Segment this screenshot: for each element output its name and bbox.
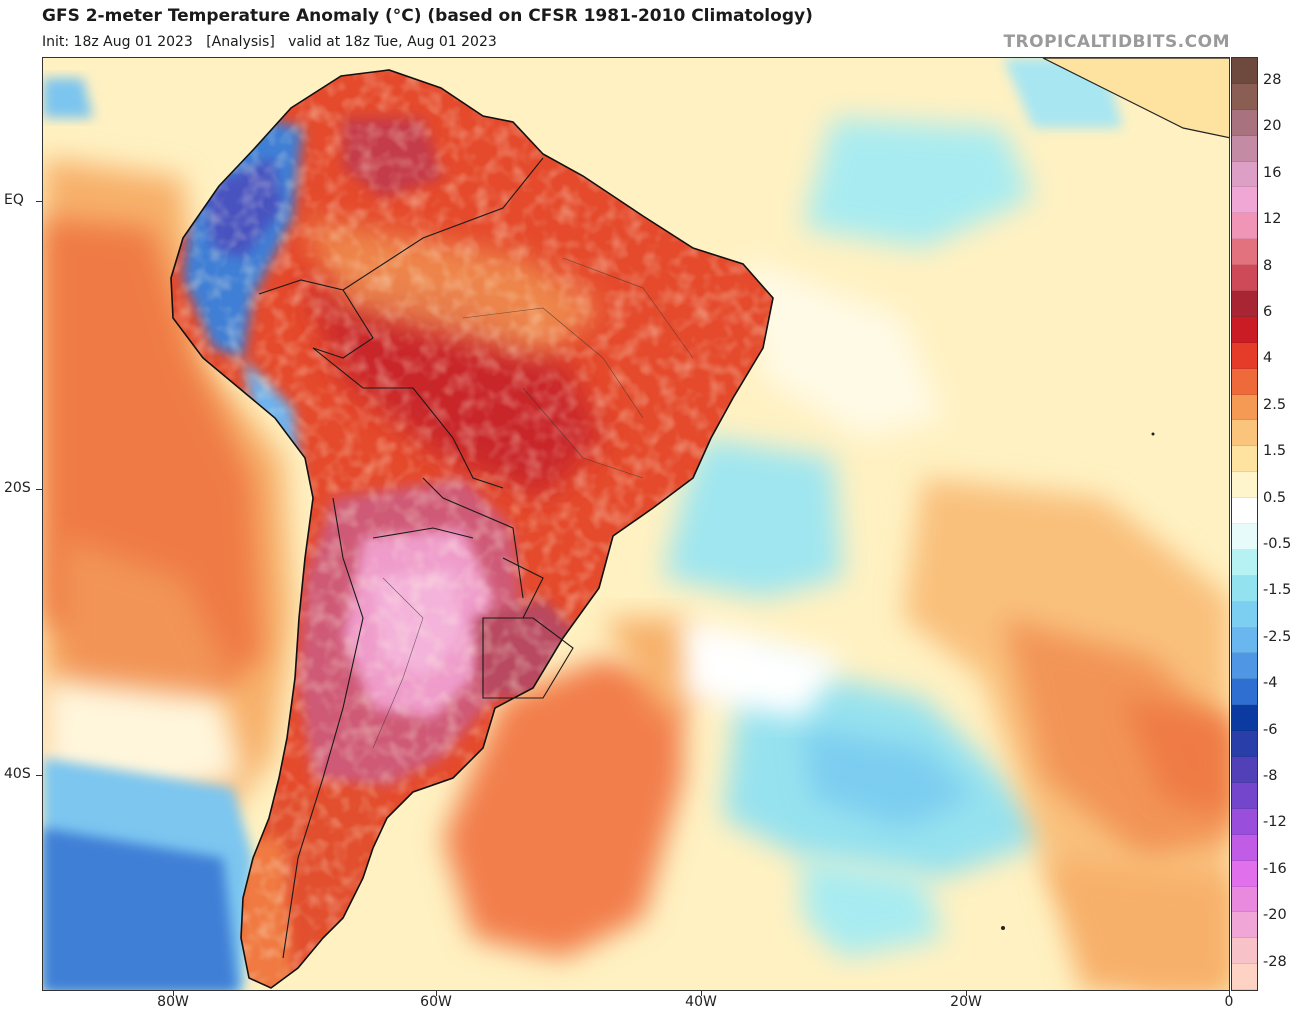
lon-tick-20w (966, 991, 967, 996)
colorbar-segment (1232, 342, 1257, 369)
colorbar-segment (1232, 239, 1257, 266)
colorbar-segment (1232, 291, 1257, 317)
lon-tick-60w (436, 991, 437, 996)
lon-label-40w: 40W (685, 994, 717, 1010)
lon-label-20w: 20W (950, 994, 982, 1010)
colorbar-segment (1232, 394, 1257, 421)
colorbar-segment (1232, 653, 1257, 680)
colorbar-segment (1232, 368, 1257, 395)
anomaly-map[interactable] (42, 57, 1230, 991)
colorbar-label: -12 (1263, 814, 1287, 831)
lat-label-40s: 40S (4, 766, 31, 782)
colorbar-label: 0.5 (1263, 489, 1287, 506)
colorbar-segment (1232, 83, 1257, 110)
colorbar-label: 16 (1263, 164, 1282, 181)
colorbar-segment (1232, 549, 1257, 576)
colorbar (1231, 57, 1258, 991)
colorbar-segment (1232, 731, 1257, 758)
credit-watermark: TROPICALTIDBITS.COM (1003, 32, 1230, 52)
colorbar-segment (1232, 420, 1257, 447)
lon-label-60w: 60W (420, 994, 452, 1010)
colorbar-label: 1.5 (1263, 443, 1287, 460)
colorbar-segment (1232, 58, 1257, 84)
colorbar-label: -2.5 (1263, 628, 1292, 645)
colorbar-label: -4 (1263, 675, 1278, 692)
colorbar-segment (1232, 109, 1257, 136)
lat-label-20s: 20S (4, 480, 31, 496)
colorbar-segment (1232, 782, 1257, 809)
colorbar-segment (1232, 627, 1257, 654)
colorbar-label: -16 (1263, 860, 1287, 877)
colorbar-segment (1232, 757, 1257, 783)
colorbar-segment (1232, 187, 1257, 214)
colorbar-label: 8 (1263, 257, 1273, 274)
colorbar-segment (1232, 265, 1257, 292)
lon-label-80w: 80W (157, 994, 189, 1010)
colorbar-segment (1232, 860, 1257, 887)
colorbar-label: -28 (1263, 953, 1287, 970)
lat-label-eq: EQ (4, 192, 24, 208)
colorbar-segment (1232, 446, 1257, 473)
colorbar-label: 28 (1263, 72, 1282, 88)
lon-tick-0 (1229, 991, 1230, 996)
map-subtitle: Init: 18z Aug 01 2023 [Analysis] valid a… (42, 34, 497, 50)
colorbar-segment (1232, 161, 1257, 188)
colorbar-segment (1232, 498, 1257, 525)
colorbar-label: 12 (1263, 211, 1282, 228)
map-title: GFS 2-meter Temperature Anomaly (°C) (ba… (42, 6, 813, 26)
colorbar-label: 4 (1263, 350, 1273, 367)
colorbar-label: 20 (1263, 118, 1282, 135)
colorbar-segment (1232, 834, 1257, 861)
anomaly-map-canvas (43, 58, 1229, 990)
colorbar-label: -6 (1263, 721, 1278, 738)
colorbar-label: -1.5 (1263, 582, 1292, 599)
colorbar-segment (1232, 808, 1257, 835)
colorbar-segment (1232, 575, 1257, 602)
lat-tick-eq (36, 201, 42, 202)
colorbar-label: 6 (1263, 304, 1273, 320)
colorbar-segment (1232, 964, 1257, 991)
lat-tick-40s (36, 775, 42, 776)
colorbar-label: -20 (1263, 907, 1287, 924)
lat-tick-20s (36, 489, 42, 490)
colorbar-segment (1232, 886, 1257, 913)
colorbar-segment (1232, 705, 1257, 732)
colorbar-label: -8 (1263, 768, 1278, 784)
colorbar-segment (1232, 912, 1257, 939)
colorbar-label: -0.5 (1263, 536, 1292, 552)
colorbar-segment (1232, 938, 1257, 965)
colorbar-segment (1232, 679, 1257, 706)
lon-tick-40w (701, 991, 702, 996)
colorbar-segment (1232, 524, 1257, 550)
colorbar-segment (1232, 316, 1257, 343)
lon-tick-80w (173, 991, 174, 996)
colorbar-segment (1232, 213, 1257, 240)
lon-label-0: 0 (1224, 994, 1234, 1010)
colorbar-segment (1232, 601, 1257, 628)
colorbar-segment (1232, 135, 1257, 162)
colorbar-label: 2.5 (1263, 396, 1287, 413)
colorbar-segment (1232, 472, 1257, 499)
